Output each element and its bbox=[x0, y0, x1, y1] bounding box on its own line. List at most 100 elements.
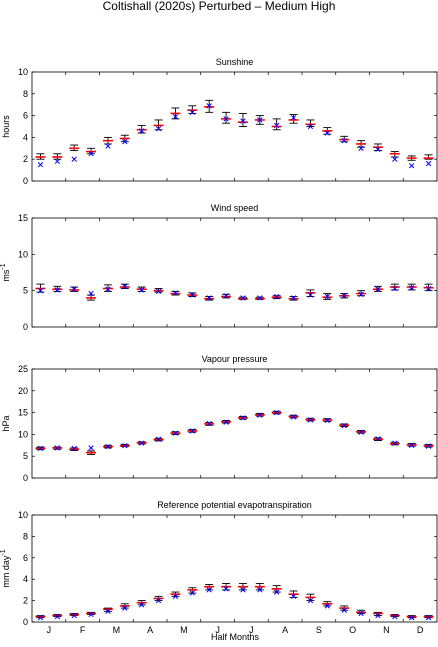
observed-point bbox=[274, 122, 280, 129]
x-tick-label: M bbox=[180, 625, 188, 635]
observed-point bbox=[172, 290, 179, 296]
observed-point bbox=[122, 139, 128, 145]
observed-point bbox=[54, 158, 60, 165]
figure-title: Coltishall (2020s) Perturbed – Medium Hi… bbox=[103, 0, 336, 13]
panel-title: Wind speed bbox=[211, 203, 259, 213]
observed-point bbox=[223, 419, 229, 425]
observed-point bbox=[324, 603, 330, 609]
x-tick-label: M bbox=[113, 625, 121, 635]
observed-point bbox=[206, 420, 212, 427]
observed-point bbox=[307, 597, 314, 604]
y-tick-label: 10 bbox=[18, 510, 28, 520]
observed-point bbox=[358, 429, 364, 435]
observed-point bbox=[307, 292, 314, 298]
observed-point bbox=[341, 423, 347, 429]
observed-point bbox=[307, 417, 314, 423]
observed-point bbox=[223, 586, 229, 592]
y-axis-title: mm day-1 bbox=[0, 549, 11, 587]
observed-point bbox=[341, 607, 347, 613]
y-tick-label: 5 bbox=[23, 451, 28, 461]
observed-point bbox=[409, 163, 415, 169]
observed-point bbox=[375, 146, 381, 153]
observed-point bbox=[105, 286, 111, 292]
observed-point bbox=[139, 287, 145, 293]
observed-point bbox=[257, 295, 263, 301]
y-tick-label: 10 bbox=[18, 429, 28, 439]
x-tick-label: N bbox=[383, 625, 390, 635]
observed-point bbox=[425, 160, 432, 167]
observed-point bbox=[71, 612, 77, 619]
observed-point bbox=[307, 123, 314, 130]
observed-point bbox=[37, 161, 44, 168]
observed-point bbox=[105, 608, 111, 614]
observed-point bbox=[155, 436, 162, 442]
y-tick-label: 0 bbox=[23, 473, 28, 483]
y-tick-label: 10 bbox=[18, 249, 28, 259]
observed-point bbox=[240, 587, 246, 593]
observed-point bbox=[71, 445, 77, 452]
observed-point bbox=[240, 415, 246, 421]
observed-point bbox=[122, 605, 128, 611]
y-tick-label: 25 bbox=[18, 364, 28, 374]
observed-point bbox=[71, 286, 77, 292]
observed-point bbox=[324, 293, 330, 300]
observed-point bbox=[324, 417, 330, 424]
observed-point bbox=[290, 593, 297, 599]
chart-panels: Sunshine 0 2 4 6 8 10 hours Wind speed 0 5 10 15 ms-1… bbox=[0, 57, 438, 635]
plot-frame bbox=[31, 217, 438, 328]
observed-point bbox=[392, 285, 398, 292]
observed-point bbox=[375, 612, 381, 619]
observed-point bbox=[122, 283, 128, 289]
observed-point bbox=[290, 295, 297, 301]
panel-title: Vapour pressure bbox=[202, 354, 268, 364]
y-tick-label: 20 bbox=[18, 386, 28, 396]
observed-point bbox=[88, 151, 94, 157]
observed-point bbox=[409, 615, 415, 621]
observed-point bbox=[172, 114, 179, 120]
x-tick-label: S bbox=[316, 625, 322, 635]
observed-point bbox=[358, 610, 364, 617]
y-tick-label: 5 bbox=[23, 286, 28, 296]
observed-point bbox=[223, 116, 229, 122]
observed-point bbox=[155, 126, 162, 132]
observed-point bbox=[189, 590, 195, 596]
panel-1: Sunshine 0 2 4 6 8 10 hours bbox=[1, 57, 438, 186]
observed-point bbox=[274, 589, 280, 595]
observed-point bbox=[392, 613, 398, 620]
observed-point bbox=[257, 117, 263, 123]
observed-point bbox=[105, 143, 111, 149]
observed-point bbox=[341, 293, 347, 299]
observed-point bbox=[257, 412, 263, 418]
observed-point bbox=[341, 138, 347, 144]
observed-point bbox=[257, 587, 263, 593]
plot-frame bbox=[31, 368, 438, 479]
y-tick-label: 2 bbox=[23, 596, 28, 606]
observed-point bbox=[37, 445, 44, 452]
observed-point bbox=[155, 288, 162, 295]
observed-point bbox=[223, 293, 229, 299]
observed-point bbox=[172, 430, 179, 436]
x-tick-label: D bbox=[417, 625, 424, 635]
observed-point bbox=[105, 443, 111, 450]
y-axis-title: hours bbox=[1, 115, 11, 138]
observed-point bbox=[375, 286, 381, 292]
x-tick-label: F bbox=[80, 625, 86, 635]
observed-point bbox=[409, 285, 415, 291]
observed-point bbox=[425, 443, 432, 449]
y-tick-label: 0 bbox=[23, 176, 28, 186]
observed-point bbox=[409, 442, 415, 448]
y-tick-label: 15 bbox=[18, 213, 28, 223]
x-tick-label: J bbox=[249, 625, 254, 635]
plot-frame bbox=[31, 514, 438, 623]
y-tick-label: 4 bbox=[23, 132, 28, 142]
observed-point bbox=[54, 613, 60, 620]
observed-point bbox=[189, 428, 195, 434]
observed-point bbox=[37, 615, 44, 621]
y-axis-title: ms-1 bbox=[0, 263, 11, 281]
observed-point bbox=[139, 602, 145, 608]
observed-point bbox=[37, 288, 44, 294]
observed-point bbox=[54, 287, 60, 293]
observed-point bbox=[240, 118, 246, 124]
y-tick-label: 0 bbox=[23, 617, 28, 627]
observed-point bbox=[206, 587, 212, 593]
